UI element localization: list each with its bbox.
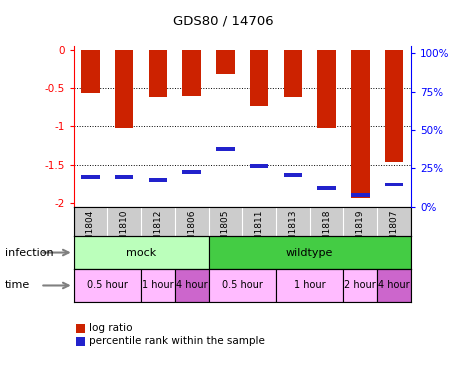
Bar [250, 164, 268, 168]
Bar [385, 49, 403, 162]
Text: GSM1818: GSM1818 [322, 209, 331, 253]
Text: 1 hour: 1 hour [294, 280, 325, 291]
Bar [250, 49, 268, 105]
Bar [351, 193, 370, 197]
Bar [81, 49, 100, 93]
Bar [175, 269, 209, 302]
Bar [74, 236, 209, 269]
Text: 4 hour: 4 hour [378, 280, 410, 291]
Bar [351, 49, 370, 198]
Bar [343, 269, 377, 302]
Bar [216, 147, 235, 151]
Bar [377, 269, 411, 302]
Text: GSM1813: GSM1813 [288, 209, 297, 253]
Text: GSM1804: GSM1804 [86, 209, 95, 253]
Bar [317, 186, 336, 190]
Bar [149, 49, 167, 97]
Bar [385, 183, 403, 186]
Text: GSM1812: GSM1812 [153, 209, 162, 253]
Bar [141, 269, 175, 302]
Text: wildtype: wildtype [286, 247, 333, 258]
Text: percentile rank within the sample: percentile rank within the sample [89, 336, 265, 346]
Bar [81, 175, 100, 179]
Text: GSM1811: GSM1811 [255, 209, 264, 253]
Text: GSM1807: GSM1807 [390, 209, 399, 253]
Bar [209, 236, 411, 269]
Text: log ratio: log ratio [89, 324, 133, 333]
Text: GSM1810: GSM1810 [120, 209, 129, 253]
Bar [182, 49, 201, 96]
Text: time: time [5, 280, 30, 291]
Text: 1 hour: 1 hour [142, 280, 174, 291]
Text: GSM1819: GSM1819 [356, 209, 365, 253]
Bar [182, 170, 201, 174]
Text: GDS80 / 14706: GDS80 / 14706 [173, 15, 274, 28]
Text: mock: mock [126, 247, 156, 258]
Text: GSM1806: GSM1806 [187, 209, 196, 253]
Bar [149, 178, 167, 182]
Bar [115, 175, 133, 179]
Text: 0.5 hour: 0.5 hour [222, 280, 263, 291]
Text: GSM1805: GSM1805 [221, 209, 230, 253]
Text: 0.5 hour: 0.5 hour [87, 280, 128, 291]
Bar [284, 173, 302, 177]
Bar [209, 269, 276, 302]
Bar [317, 49, 336, 128]
Bar [74, 269, 141, 302]
Text: 4 hour: 4 hour [176, 280, 208, 291]
Bar [284, 49, 302, 97]
Text: infection: infection [5, 247, 53, 258]
Text: 2 hour: 2 hour [344, 280, 376, 291]
Bar [115, 49, 133, 128]
Bar [216, 49, 235, 74]
Bar [276, 269, 343, 302]
